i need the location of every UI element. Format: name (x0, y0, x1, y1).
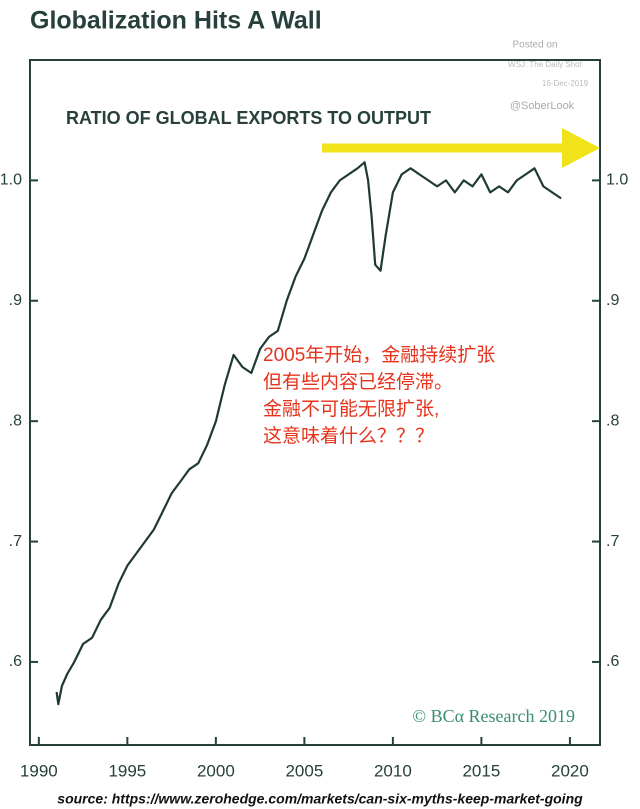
x-tick-label: 2020 (551, 761, 589, 780)
x-tick-label: 1995 (108, 761, 146, 780)
x-tick-label: 2015 (462, 761, 500, 780)
plot-frame (29, 59, 601, 746)
y-tick-label: .9 (606, 292, 619, 309)
annotation: 2005年开始，金融持续扩张 (263, 344, 495, 366)
watermark: 16-Dec-2019 (542, 79, 589, 88)
chart-subtitle: RATIO OF GLOBAL EXPORTS TO OUTPUT (66, 108, 431, 128)
y-tick-label: 1.0 (0, 172, 22, 189)
data-line (55, 161, 562, 706)
annotation: 这意味着什么？？？ (263, 425, 434, 447)
source: source: https://www.zerohedge.com/market… (57, 791, 583, 807)
x-tick-label: 2010 (374, 761, 412, 780)
chart-title: Globalization Hits A Wall (30, 7, 322, 35)
watermark: Posted on (512, 40, 557, 51)
credit: © BCα Research 2019 (412, 706, 575, 726)
y-tick-label: 1.0 (606, 172, 628, 189)
x-tick-label: 2005 (285, 761, 323, 780)
y-tick-label: .8 (9, 412, 22, 429)
y-tick-label: .6 (606, 653, 619, 670)
x-tick-label: 2000 (197, 761, 235, 780)
arrow-head (562, 128, 600, 168)
x-tick-label: 1990 (20, 761, 58, 780)
y-tick-label: .8 (606, 412, 619, 429)
y-tick-label: .7 (606, 533, 619, 550)
watermark: @SoberLook (510, 100, 575, 112)
annotation: 金融不可能无限扩张, (263, 398, 439, 420)
y-tick-label: .7 (9, 533, 22, 550)
y-tick-label: .9 (9, 292, 22, 309)
annotation: 但有些内容已经停滞。 (263, 371, 453, 393)
plot: .6 .6 .7 .7 .8 .8 .9 .9 1.0 1.0 1990 1995 2000 2005 20… (0, 161, 628, 780)
y-tick-label: .6 (9, 653, 22, 670)
watermark: WSJ: The Daily Shot (508, 60, 582, 69)
